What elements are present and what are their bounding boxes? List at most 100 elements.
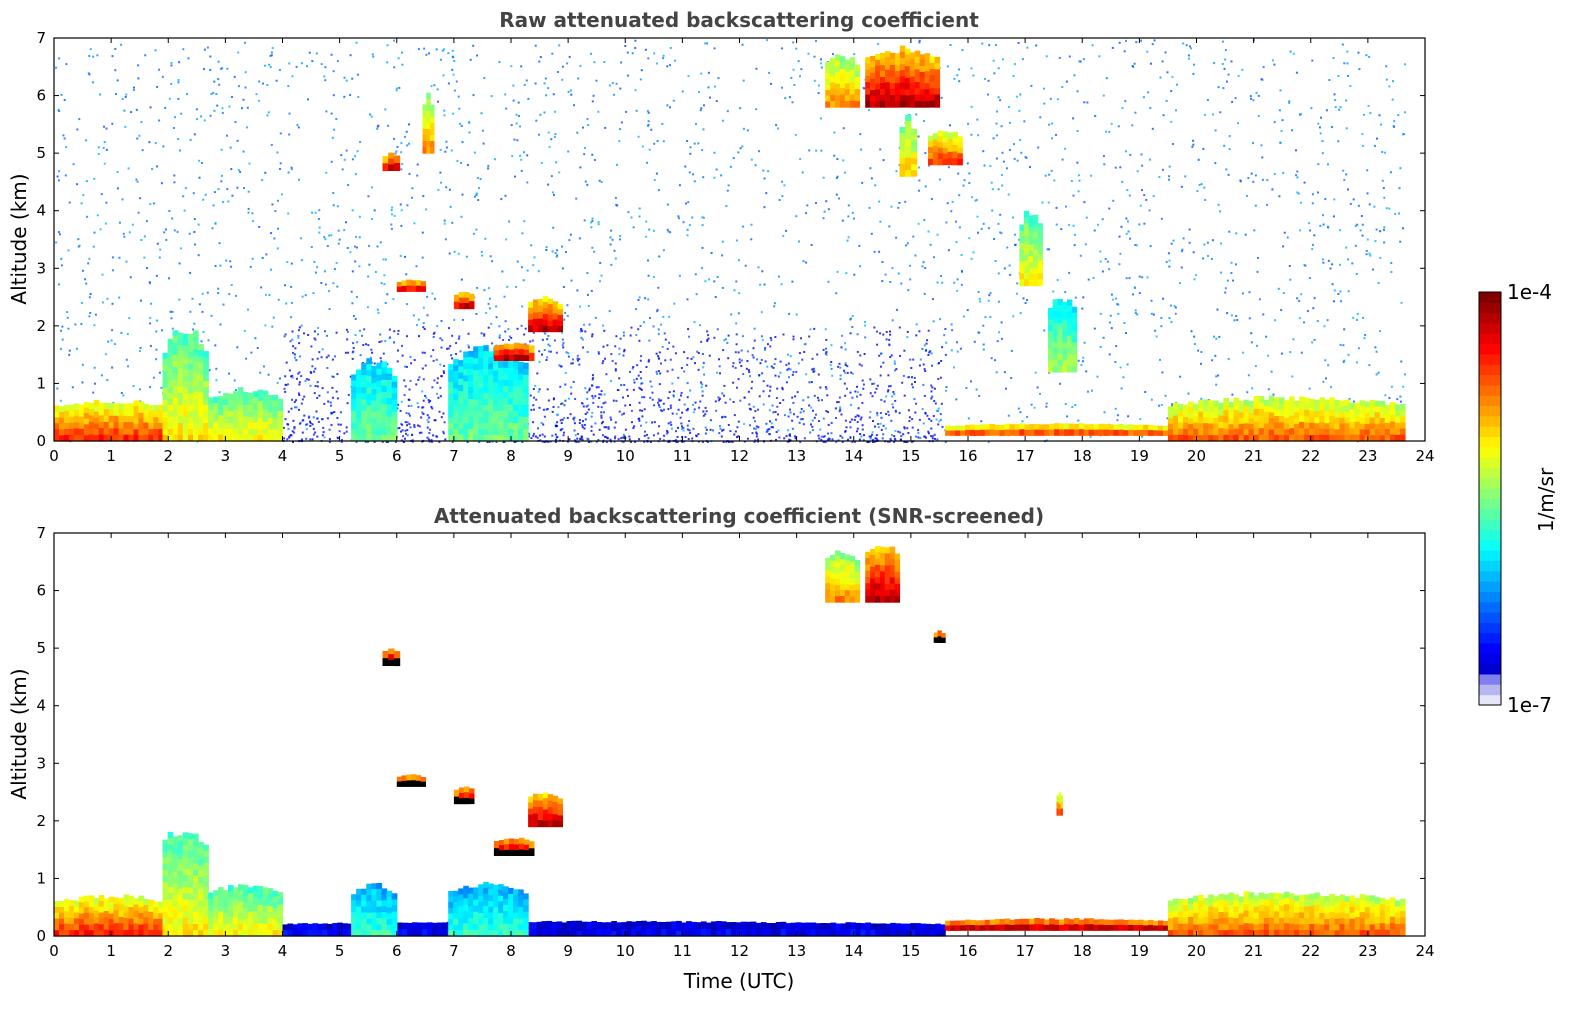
y-tick-label: 0	[36, 927, 46, 945]
heatmap-feature-layer	[945, 918, 1169, 931]
heatmap-feature-layer	[163, 832, 209, 937]
x-tick-label: 3	[221, 942, 231, 960]
plot-frame	[54, 38, 1425, 441]
heatmap-feature-layer	[208, 884, 283, 936]
x-tick-label: 24	[1415, 447, 1434, 465]
heatmap-feature-cloud	[423, 93, 435, 154]
colorbar-segment	[1479, 612, 1501, 623]
heatmap-feature-cloud	[865, 546, 900, 603]
y-tick-label: 6	[36, 582, 46, 600]
heatmap-feature-cloud	[494, 343, 535, 361]
heatmap-image	[54, 39, 1406, 443]
y-tick-label: 5	[36, 639, 46, 657]
colorbar-segment	[1479, 416, 1501, 427]
heatmap-feature-cloud	[1048, 299, 1077, 373]
heatmap-feature-cloud	[528, 296, 563, 332]
x-tick-label: 10	[616, 942, 635, 960]
colorbar-segment	[1479, 550, 1501, 561]
heatmap-feature-layer	[54, 895, 169, 937]
y-tick-label: 0	[36, 432, 46, 450]
heatmap-feature-cloud	[397, 280, 426, 292]
y-tick-label: 2	[36, 317, 46, 335]
colorbar-segment	[1479, 674, 1501, 685]
colorbar-segment	[1479, 364, 1501, 375]
colorbar-segment	[1479, 447, 1501, 458]
x-tick-label: 22	[1301, 447, 1320, 465]
x-tick-label: 4	[278, 447, 288, 465]
heatmap-feature-cloud	[934, 630, 946, 643]
x-tick-label: 2	[163, 447, 173, 465]
colorbar-segment	[1479, 653, 1501, 664]
colorbar-segment	[1479, 540, 1501, 551]
heatmap-feature-cloud	[494, 838, 535, 856]
colorbar-segment	[1479, 561, 1501, 572]
x-tick-label: 18	[1073, 942, 1092, 960]
x-tick-label: 4	[278, 942, 288, 960]
colorbar-segment	[1479, 426, 1501, 437]
x-tick-label: 7	[449, 447, 459, 465]
heatmap-feature-layer	[945, 423, 1169, 436]
y-tick-label: 7	[36, 524, 46, 542]
x-tick-label: 5	[335, 942, 345, 960]
y-tick-label: 2	[36, 812, 46, 830]
y-tick-label: 4	[36, 697, 46, 715]
x-tick-label: 9	[563, 447, 573, 465]
colorbar-segment	[1479, 323, 1501, 334]
x-tick-label: 7	[449, 942, 459, 960]
x-tick-label: 23	[1358, 447, 1377, 465]
heatmap-feature-layer	[163, 330, 209, 441]
x-tick-label: 12	[730, 942, 749, 960]
y-axis-label: Altitude (km)	[7, 668, 31, 799]
colorbar-segment	[1479, 354, 1501, 365]
x-tick-label: 13	[787, 942, 806, 960]
x-tick-label: 16	[958, 942, 977, 960]
x-tick-label: 24	[1415, 942, 1434, 960]
colorbar-segment	[1479, 633, 1501, 644]
colorbar-segment	[1479, 488, 1501, 499]
colorbar-segment	[1479, 385, 1501, 396]
colorbar-segment	[1479, 581, 1501, 592]
heatmap-feature-cloud	[1019, 211, 1042, 287]
x-tick-label: 1	[106, 942, 116, 960]
heatmap-feature-cloud	[928, 131, 963, 166]
x-tick-label: 6	[392, 942, 402, 960]
colorbar-segment	[1479, 333, 1501, 344]
heatmap-feature-cloud	[383, 153, 401, 171]
heatmap-feature-layer	[448, 882, 528, 937]
x-tick-label: 0	[49, 942, 59, 960]
panel-raw: Raw attenuated backscattering coefficien…	[7, 8, 1435, 465]
colorbar-segment	[1479, 406, 1501, 417]
panel-screened: Attenuated backscattering coefficient (S…	[7, 504, 1435, 993]
x-tick-label: 8	[506, 942, 516, 960]
heatmap-feature-layer	[1168, 891, 1406, 936]
heatmap-feature-background_noise	[55, 39, 1406, 443]
colorbar-segment	[1479, 437, 1501, 448]
y-tick-label: 1	[36, 869, 46, 887]
x-tick-label: 10	[616, 447, 635, 465]
y-tick-label: 7	[36, 29, 46, 47]
x-tick-label: 9	[563, 942, 573, 960]
x-tick-label: 17	[1016, 447, 1035, 465]
colorbar-segment	[1479, 313, 1501, 324]
x-tick-label: 14	[844, 942, 863, 960]
colorbar-segment	[1479, 302, 1501, 313]
colorbar: 1e-4 1e-7 1/m/sr	[1479, 280, 1558, 717]
heatmap-feature-cloud	[454, 787, 475, 805]
colorbar-segment	[1479, 684, 1501, 695]
colorbar-min-label: 1e-7	[1507, 693, 1552, 717]
colorbar-segment	[1479, 344, 1501, 355]
x-tick-label: 8	[506, 447, 516, 465]
x-tick-label: 21	[1244, 447, 1263, 465]
x-tick-label: 0	[49, 447, 59, 465]
colorbar-segment	[1479, 499, 1501, 510]
x-tick-label: 15	[901, 942, 920, 960]
heatmap-feature-layer	[351, 358, 397, 441]
chart-title: Raw attenuated backscattering coefficien…	[499, 8, 979, 32]
colorbar-segment	[1479, 571, 1501, 582]
x-tick-label: 3	[221, 447, 231, 465]
x-tick-label: 11	[673, 942, 692, 960]
x-tick-label: 1	[106, 447, 116, 465]
colorbar-segment	[1479, 664, 1501, 675]
x-tick-label: 19	[1130, 942, 1149, 960]
y-tick-label: 3	[36, 754, 46, 772]
